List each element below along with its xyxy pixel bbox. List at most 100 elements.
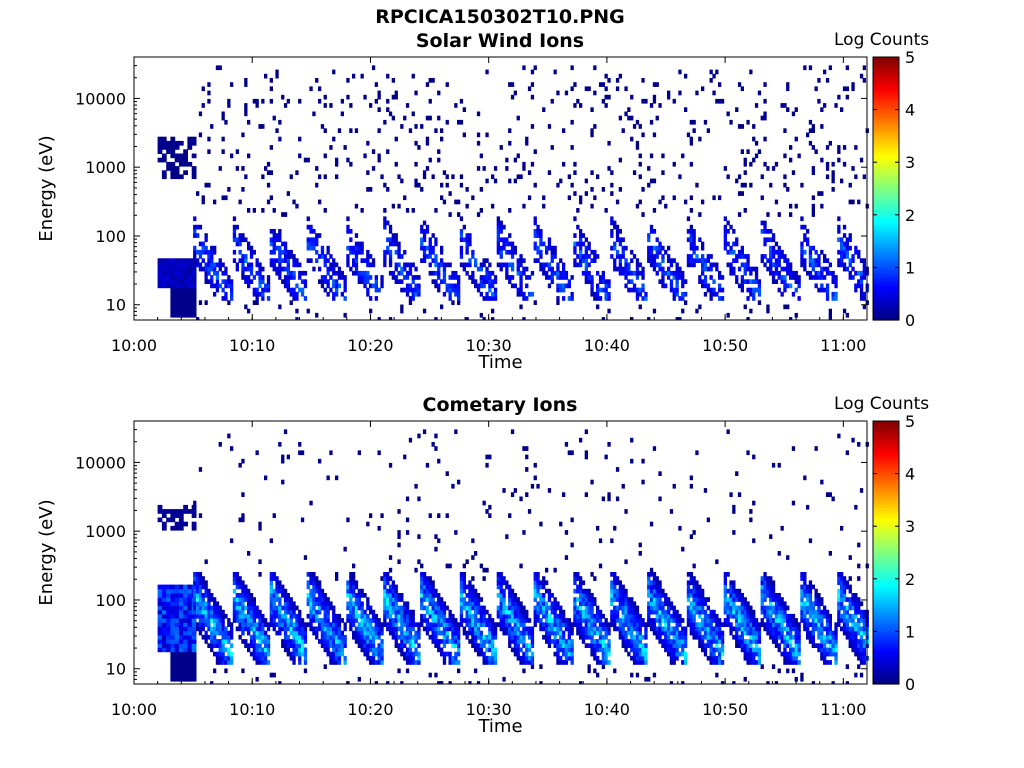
spectrogram-cell [613, 605, 617, 611]
spectrogram-cell [698, 136, 702, 142]
spectrogram-cell [661, 643, 665, 648]
spectrogram-cell [624, 266, 628, 272]
spectrogram-cell [508, 208, 512, 213]
spectrogram-cell [337, 622, 342, 627]
spectrogram-cell [403, 249, 407, 255]
spectrogram-cell [842, 262, 847, 268]
spectrogram-cell [278, 588, 282, 594]
spectrogram-cell [157, 634, 163, 640]
spectrogram-cell [357, 622, 361, 627]
spectrogram-cell [437, 283, 441, 289]
spectrogram-cell [292, 630, 296, 636]
spectrogram-cell [678, 622, 682, 627]
spectrogram-cell [471, 639, 475, 644]
colorbar-segment [873, 91, 899, 95]
spectrogram-cell [499, 254, 503, 259]
spectrogram-cell [252, 643, 256, 648]
spectrogram-cell [266, 634, 271, 640]
spectrogram-cell [309, 258, 313, 263]
spectrogram-cell [408, 128, 413, 133]
spectrogram-cell [315, 588, 319, 594]
spectrogram-cell [312, 266, 316, 272]
spectrogram-cell [522, 651, 526, 657]
spectrogram-cell [286, 191, 290, 196]
spectrogram-cell [215, 630, 220, 636]
spectrogram-cell [374, 647, 378, 653]
spectrogram-cell [210, 626, 214, 632]
spectrogram-cell [417, 182, 421, 188]
spectrogram-cell [510, 618, 515, 623]
spectrogram-cell [684, 73, 688, 79]
spectrogram-cell [732, 266, 736, 272]
spectrogram-cell [315, 576, 319, 581]
spectrogram-cell [720, 296, 725, 301]
spectrogram-cell [332, 651, 336, 657]
spectrogram-cell [488, 630, 492, 636]
spectrogram-cell [476, 651, 481, 657]
spectrogram-cell [170, 517, 176, 523]
spectrogram-cell [698, 597, 702, 602]
spectrogram-cell [281, 258, 285, 263]
spectrogram-cell [570, 517, 574, 523]
spectrogram-cell [618, 187, 622, 192]
spectrogram-cell [166, 517, 171, 523]
spectrogram-cell [684, 279, 688, 284]
spectrogram-cell [547, 283, 552, 289]
spectrogram-cell [292, 258, 296, 263]
spectrogram-cell [166, 279, 171, 284]
spectrogram-cell [635, 140, 640, 146]
spectrogram-cell [380, 622, 384, 627]
spectrogram-cell [499, 588, 503, 594]
spectrogram-cell [215, 639, 220, 644]
spectrogram-cell [862, 266, 866, 272]
spectrogram-cell [352, 609, 356, 615]
spectrogram-cell [258, 613, 262, 619]
spectrogram-cell [686, 622, 691, 627]
spectrogram-cell [723, 166, 727, 171]
spectrogram-cell [306, 241, 310, 247]
spectrogram-cell [218, 660, 222, 665]
spectrogram-cell [207, 588, 211, 594]
spectrogram-cell [749, 291, 753, 297]
spectrogram-cell [516, 115, 520, 121]
spectrogram-cell [808, 65, 813, 71]
spectrogram-cell [587, 279, 591, 284]
spectrogram-cell [244, 82, 248, 87]
spectrogram-cell [329, 450, 333, 456]
spectrogram-cell [723, 233, 727, 238]
spectrogram-cell [831, 187, 835, 192]
spectrogram-cell [596, 304, 600, 310]
spectrogram-cell [170, 170, 176, 175]
spectrogram-cell [369, 283, 373, 289]
spectrogram-cell [286, 618, 290, 623]
spectrogram-cell [207, 593, 211, 598]
spectrogram-cell [641, 287, 645, 293]
spectrogram-cell [286, 258, 290, 263]
spectrogram-cell [442, 262, 447, 268]
spectrogram-cell [292, 270, 296, 276]
spectrogram-cell [525, 140, 529, 146]
spectrogram-cell [845, 266, 849, 272]
spectrogram-cell [261, 626, 265, 632]
spectrogram-cell [638, 304, 642, 310]
spectrogram-cell [388, 626, 393, 632]
spectrogram-cell [476, 647, 481, 653]
spectrogram-cell [414, 90, 418, 96]
spectrogram-cell [161, 521, 167, 527]
spectrogram-cell [556, 605, 560, 611]
spectrogram-cell [570, 626, 574, 632]
spectrogram-cell [794, 279, 798, 284]
spectrogram-cell [658, 605, 662, 611]
spectrogram-cell [624, 605, 628, 611]
spectrogram-cell [632, 647, 637, 653]
spectrogram-cell [471, 622, 475, 627]
spectrogram-cell [207, 270, 211, 276]
spectrogram-cell [434, 605, 438, 611]
spectrogram-cell [803, 262, 807, 268]
spectrogram-cell [547, 124, 552, 129]
spectrogram-cell [641, 651, 645, 657]
spectrogram-cell [604, 291, 608, 297]
spectrogram-cell [508, 249, 512, 255]
spectrogram-cell [553, 639, 557, 644]
spectrogram-cell [269, 237, 273, 243]
